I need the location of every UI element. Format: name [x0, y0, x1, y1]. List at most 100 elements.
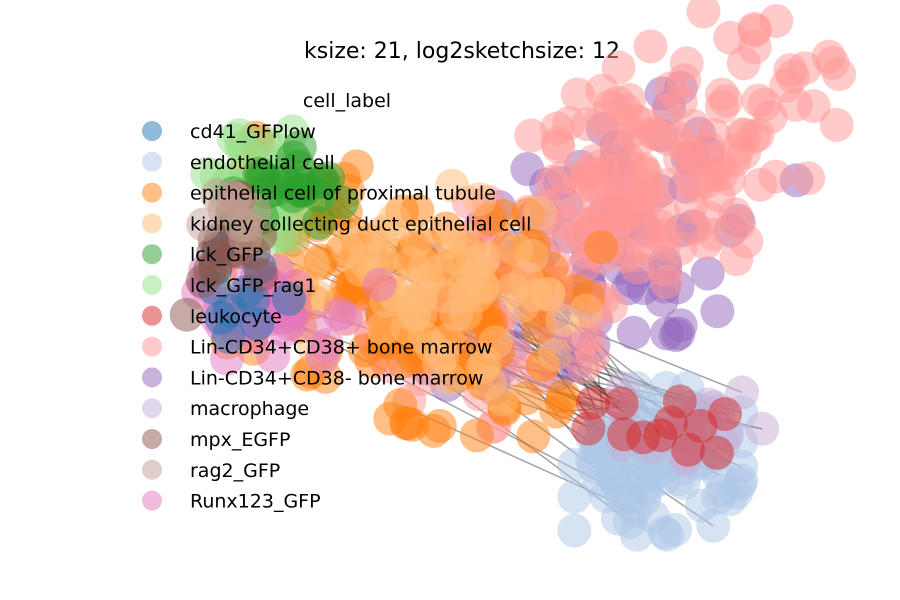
chart-title: ksize: 21, log2sketchsize: 12	[304, 39, 620, 64]
data-point	[690, 256, 725, 291]
data-point	[604, 386, 639, 421]
data-point	[650, 122, 685, 156]
legend-entry: Lin-CD34+CD38+ bone marrow	[142, 336, 492, 359]
data-point	[612, 150, 647, 185]
legend-marker	[142, 213, 162, 234]
data-point	[256, 339, 291, 374]
data-point	[510, 152, 545, 186]
data-point	[329, 301, 364, 336]
data-point	[422, 346, 457, 381]
data-point	[560, 77, 595, 112]
legend-label: kidney collecting duct epithelial cell	[190, 213, 531, 235]
data-point	[578, 166, 613, 201]
data-point	[298, 309, 332, 344]
data-point	[667, 63, 702, 98]
legend-label: lck_GFP	[190, 244, 263, 266]
data-point	[362, 267, 397, 302]
data-point	[649, 264, 684, 299]
data-point	[551, 207, 586, 242]
legend-marker	[142, 367, 162, 388]
data-point	[566, 350, 601, 385]
data-point	[791, 161, 826, 196]
data-point	[531, 277, 566, 311]
data-point	[467, 240, 502, 275]
data-point	[571, 411, 606, 446]
legend-entry: leukocyte	[142, 305, 282, 328]
data-point	[514, 238, 549, 273]
legend-label: mpx_EGFP	[190, 429, 290, 451]
legend-marker	[142, 182, 162, 203]
legend-label: leukocyte	[190, 306, 282, 328]
legend-entry: lck_GFP_rag1	[142, 275, 316, 297]
data-point	[619, 517, 654, 552]
data-point	[271, 281, 306, 316]
data-point	[745, 411, 780, 446]
legend-entry: Runx123_GFP	[142, 490, 321, 513]
cluster-leukocyte	[571, 384, 742, 470]
legend-entry: endothelial cell	[142, 151, 335, 174]
data-point	[705, 77, 739, 112]
legend-entry: kidney collecting duct epithelial cell	[142, 213, 531, 235]
legend-entry: macrophage	[142, 398, 309, 420]
legend-label: Lin-CD34+CD38- bone marrow	[190, 367, 483, 389]
data-point	[366, 311, 401, 346]
legend-entry: mpx_EGFP	[142, 429, 290, 451]
data-point	[683, 408, 718, 443]
data-point	[686, 0, 721, 29]
data-point	[435, 168, 470, 203]
data-point	[576, 385, 611, 420]
data-point	[677, 211, 712, 245]
data-point	[759, 4, 794, 38]
legend-title: cell_label	[303, 90, 391, 112]
data-point	[676, 141, 711, 176]
legend-entry: lck_GFP	[142, 244, 263, 266]
data-point	[737, 30, 772, 65]
data-point	[468, 345, 503, 380]
data-point	[200, 178, 235, 213]
legend-marker	[142, 151, 162, 172]
data-point	[607, 417, 642, 452]
data-point	[305, 340, 340, 375]
data-point	[286, 172, 321, 207]
data-point	[699, 435, 734, 470]
data-point	[242, 156, 277, 191]
data-point	[514, 118, 549, 153]
data-point	[230, 208, 264, 243]
data-point	[301, 205, 336, 240]
data-point	[354, 344, 389, 379]
legend-label: macrophage	[190, 398, 309, 420]
legend-label: Runx123_GFP	[190, 491, 321, 513]
data-point	[643, 418, 678, 453]
legend-entry: rag2_GFP	[142, 459, 280, 482]
data-point	[557, 513, 592, 548]
data-point	[537, 337, 572, 372]
data-point	[523, 196, 557, 231]
data-point	[658, 318, 693, 352]
data-point	[569, 293, 604, 328]
data-point	[416, 413, 451, 448]
legend-marker	[142, 429, 162, 449]
legend-marker	[142, 459, 162, 480]
legend-label: endothelial cell	[190, 152, 335, 174]
data-point	[516, 419, 551, 454]
data-point	[459, 418, 494, 453]
data-point	[460, 278, 494, 313]
data-point	[547, 159, 582, 194]
legend-label: rag2_GFP	[190, 460, 280, 482]
data-point	[505, 288, 540, 323]
data-point	[616, 315, 651, 350]
data-point	[282, 130, 317, 165]
data-point	[544, 385, 579, 420]
legend-marker	[142, 490, 162, 511]
data-point	[394, 246, 429, 281]
data-point	[540, 111, 574, 146]
data-point	[427, 279, 462, 313]
data-point	[775, 59, 810, 94]
data-point	[719, 242, 754, 277]
legend-marker	[142, 275, 162, 295]
data-point	[462, 182, 497, 217]
data-point	[244, 258, 279, 292]
data-point	[601, 50, 636, 85]
legend-entry: Lin-CD34+CD38- bone marrow	[142, 367, 483, 389]
data-point	[169, 297, 204, 332]
